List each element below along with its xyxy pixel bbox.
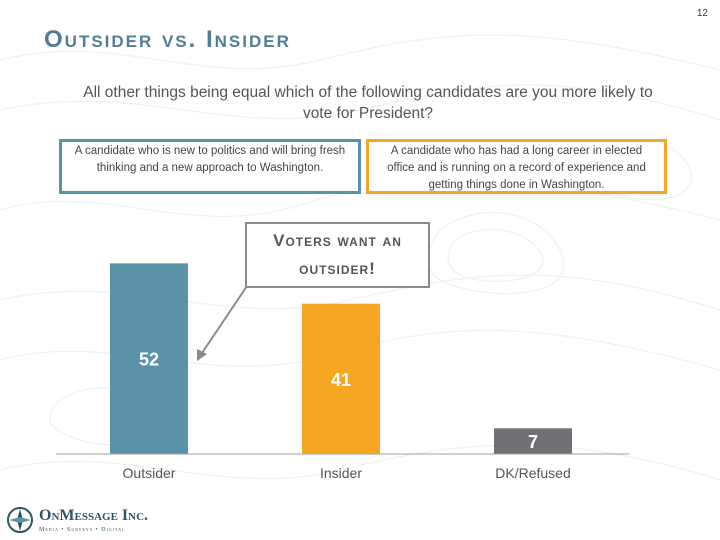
data-label-dk-refused: 7 — [528, 432, 538, 452]
slide-title: Outsider vs. Insider — [44, 26, 291, 53]
outsider-definition-text: A candidate who is new to politics and w… — [74, 145, 346, 174]
callout-box: Voters want an outsider! — [245, 222, 430, 288]
logo-name: OnMessage Inc. — [39, 507, 149, 524]
insider-definition-text: A candidate who has had a long career in… — [387, 145, 646, 191]
company-logo: OnMessage Inc. Media • Surveys • Digital — [5, 503, 155, 537]
data-label-insider: 41 — [331, 370, 351, 390]
callout-arrow — [199, 285, 248, 357]
category-label-insider: Insider — [320, 465, 362, 481]
survey-question: All other things being equal which of th… — [83, 84, 653, 122]
category-label-outsider: Outsider — [123, 465, 176, 481]
callout-line-1: Voters want an — [273, 231, 402, 250]
data-label-outsider: 52 — [139, 350, 159, 370]
page-number: 12 — [696, 8, 708, 19]
bar-insider — [302, 303, 380, 454]
logo-tagline: Media • Surveys • Digital — [39, 527, 126, 533]
callout-arrowhead — [197, 349, 207, 361]
insider-definition-box: A candidate who has had a long career in… — [366, 139, 667, 194]
bar-outsider — [110, 263, 188, 454]
callout-line-2: outsider! — [299, 259, 376, 278]
category-label-dk-refused: DK/Refused — [495, 465, 570, 481]
outsider-definition-box: A candidate who is new to politics and w… — [59, 139, 361, 194]
bar-dk-refused — [494, 428, 572, 454]
compass-icon — [7, 507, 33, 533]
